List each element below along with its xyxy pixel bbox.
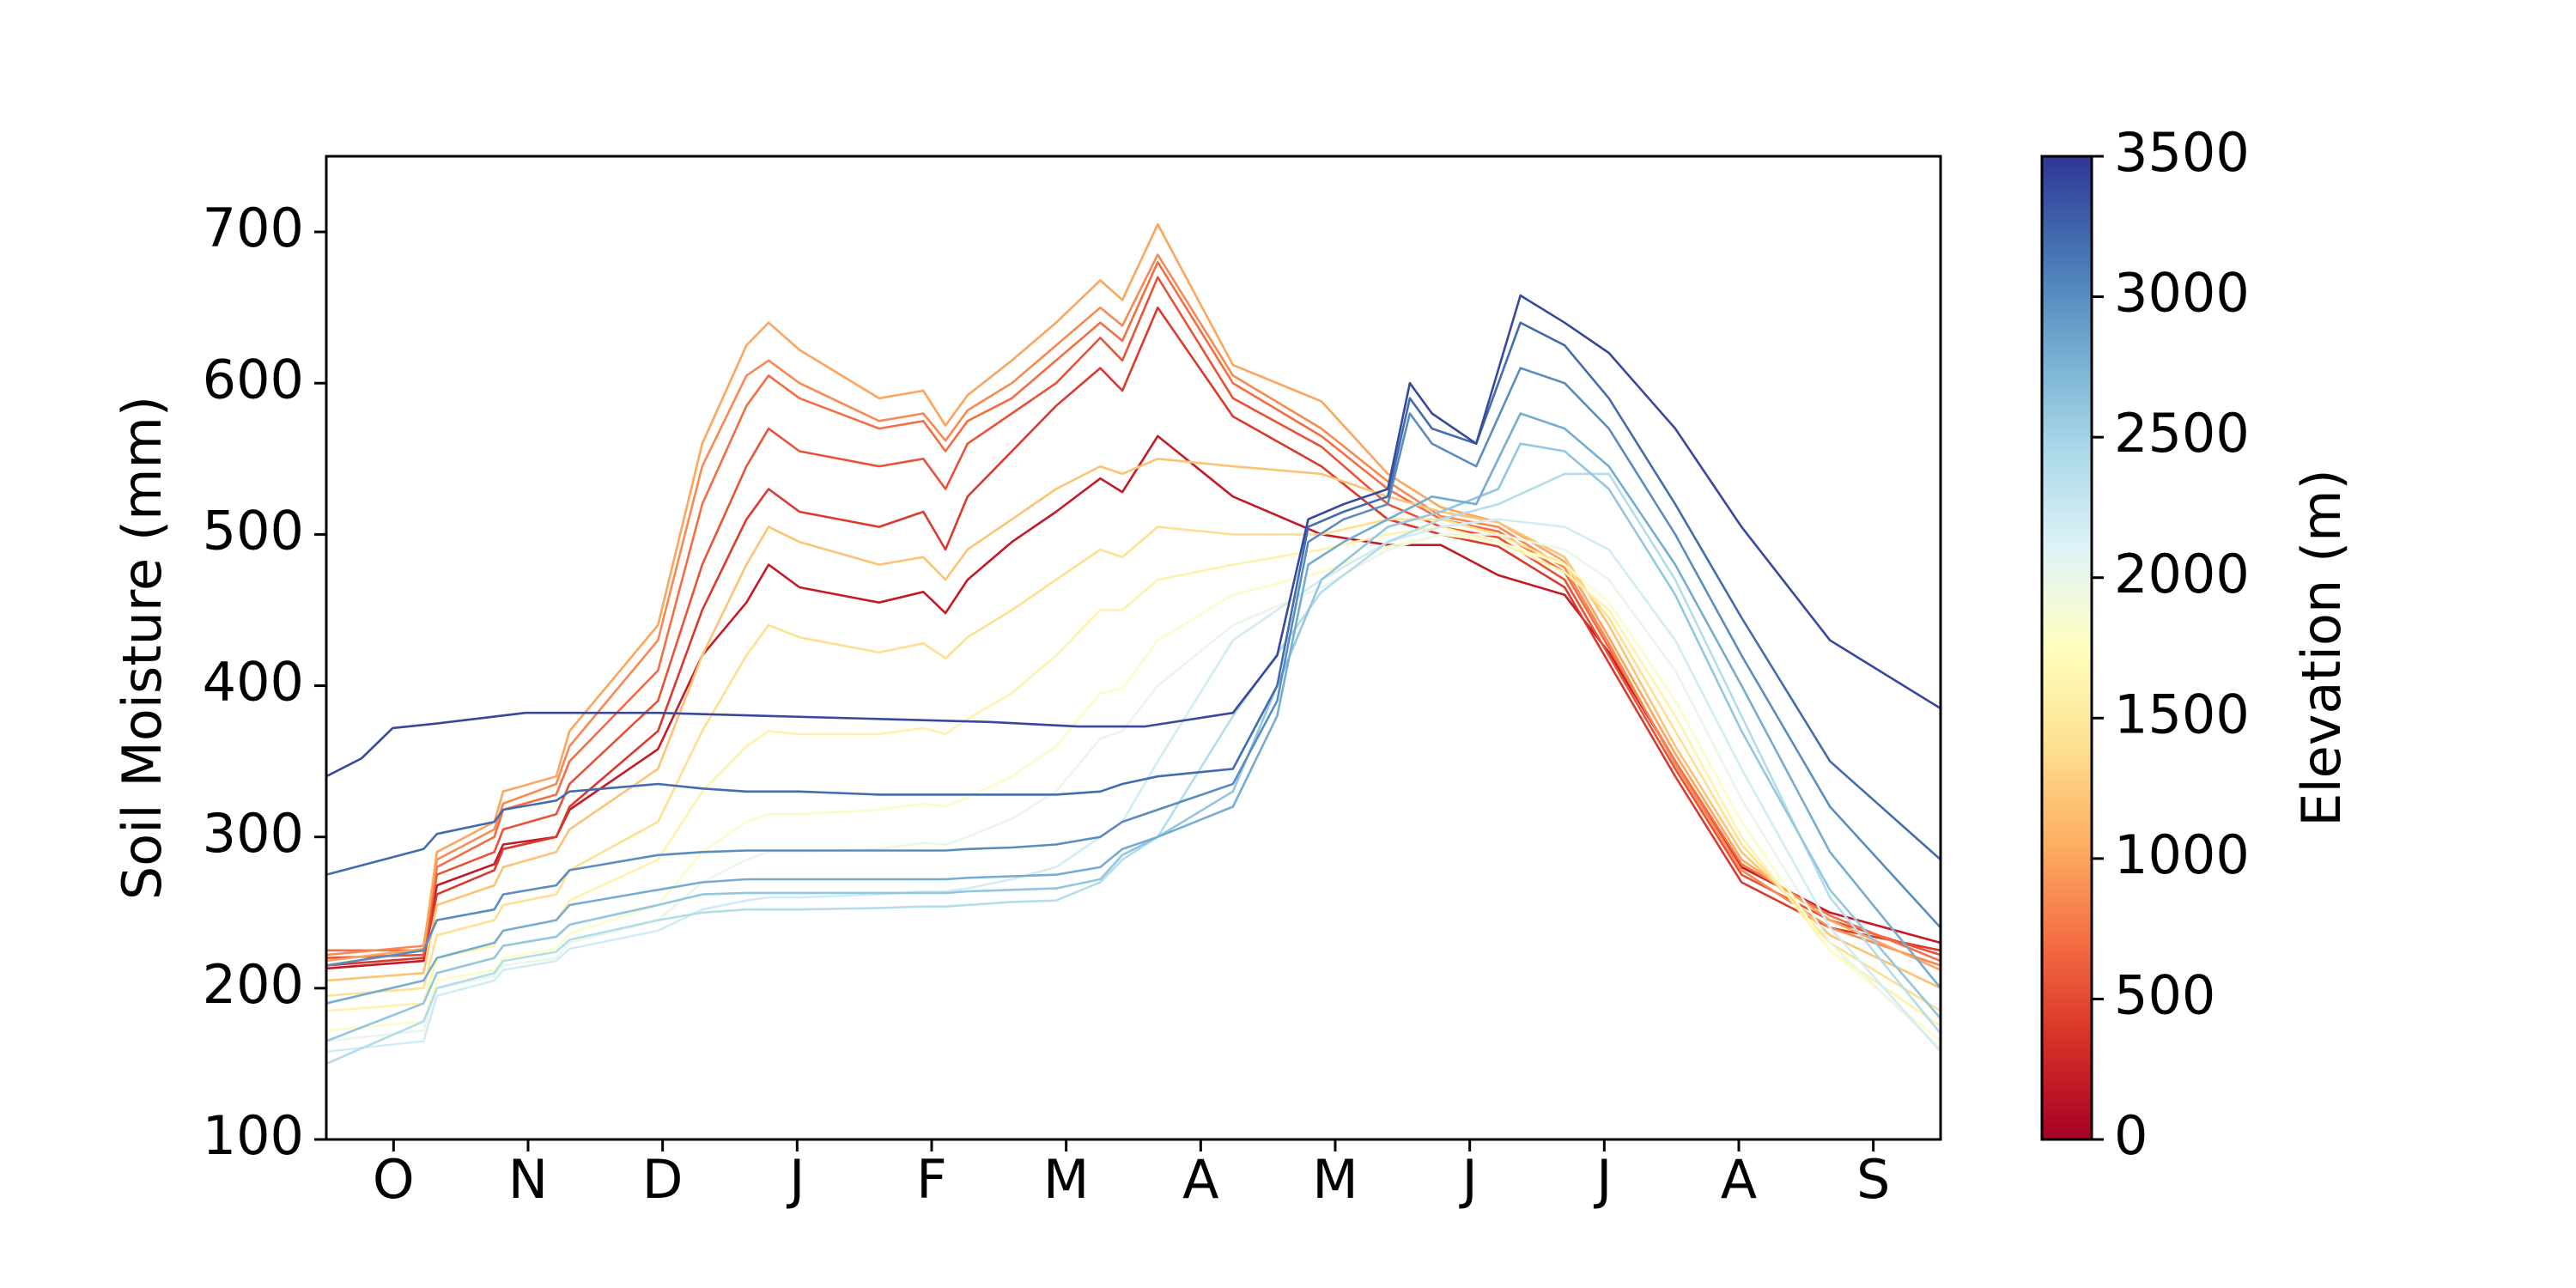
- series-line-5: [326, 223, 1941, 971]
- y-tick-label: 500: [203, 499, 304, 562]
- x-tick-label: F: [916, 1148, 947, 1211]
- colorbar-label: Elevation (m): [2290, 469, 2353, 826]
- y-tick-label: 700: [203, 197, 304, 259]
- y-tick-label: 400: [203, 651, 304, 714]
- series-line-13: [326, 442, 1941, 1042]
- series-line-15: [326, 367, 1941, 967]
- y-tick-label: 600: [203, 348, 304, 410]
- series-line-12: [326, 472, 1941, 1066]
- series-line-9: [326, 533, 1941, 1042]
- colorbar-tick-label: 3000: [2114, 262, 2250, 325]
- colorbar-tick-label: 2000: [2114, 543, 2250, 605]
- x-tick-label: A: [1182, 1148, 1218, 1211]
- series-line-17: [326, 294, 1941, 778]
- colorbar-tick-label: 0: [2114, 1104, 2148, 1167]
- y-tick-label: 200: [203, 953, 304, 1016]
- series-line-7: [326, 518, 1941, 1012]
- colorbar-tick-label: 2500: [2114, 402, 2250, 465]
- series-line-2: [326, 276, 1941, 959]
- colorbar-tick-label: 1500: [2114, 683, 2250, 745]
- colorbar-gradient: [2040, 155, 2093, 1141]
- x-tick-label: S: [1856, 1148, 1890, 1211]
- y-tick-label: 100: [203, 1104, 304, 1167]
- series-line-4: [326, 253, 1941, 967]
- x-tick-label: D: [642, 1148, 683, 1211]
- series-line-0: [326, 434, 1941, 970]
- series-line-11: [326, 518, 1941, 1054]
- series-line-16: [326, 321, 1941, 876]
- series-line-3: [326, 261, 1941, 963]
- series-line-6: [326, 458, 1941, 989]
- series-layer: [326, 223, 1941, 1066]
- colorbar: 0 500 1000 1500 2000 2500 3000 3500: [2040, 121, 2250, 1167]
- series-line-10: [326, 533, 1941, 1050]
- y-axis-label: Soil Moisture (mm): [111, 396, 173, 900]
- x-tick-label: A: [1721, 1148, 1757, 1211]
- colorbar-tick-label: 3500: [2114, 121, 2250, 184]
- series-line-14: [326, 412, 1941, 1005]
- plot-frame: [325, 155, 1942, 1141]
- x-tick-label: J: [786, 1148, 805, 1211]
- y-tick-label: 300: [203, 802, 304, 865]
- x-tick-label: O: [373, 1148, 415, 1211]
- x-tick-label: J: [1593, 1148, 1612, 1211]
- x-tick-label: M: [1312, 1148, 1358, 1211]
- x-tick-label: M: [1043, 1148, 1090, 1211]
- series-line-1: [326, 306, 1941, 967]
- x-tick-label: J: [1459, 1148, 1478, 1211]
- y-axis: 100 200 300 400 500 600 700: [203, 197, 326, 1167]
- colorbar-tick-label: 500: [2114, 964, 2215, 1027]
- colorbar-tick-label: 1000: [2114, 823, 2250, 886]
- x-tick-label: N: [508, 1148, 548, 1211]
